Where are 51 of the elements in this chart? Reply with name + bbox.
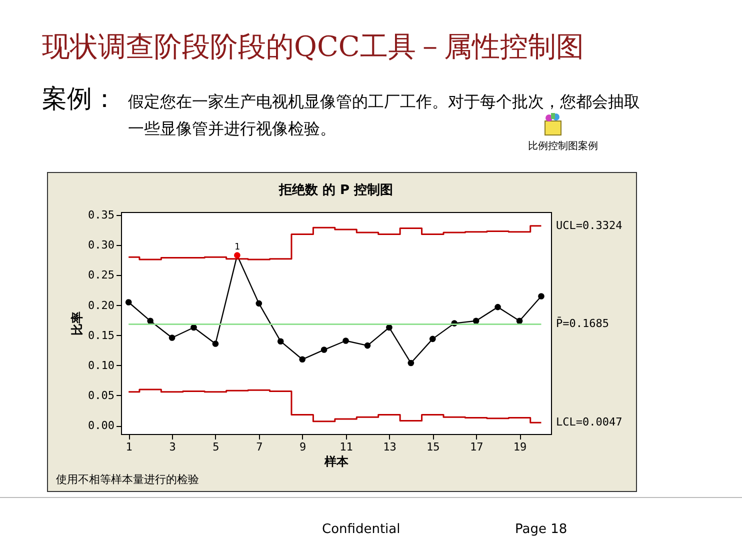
ref-line-label: P̄=0.1685: [556, 316, 609, 330]
y-tick-label: 0.30: [88, 238, 114, 252]
y-tick-label: 0.15: [88, 328, 114, 342]
text: 案例：: [42, 83, 117, 115]
x-tick-label: 15: [426, 440, 440, 454]
point: [234, 252, 240, 258]
y-tick-label: 0.00: [88, 419, 114, 432]
y-axis-title: 比率: [70, 312, 84, 336]
point: [320, 346, 328, 353]
point: [408, 360, 414, 366]
point: [494, 304, 501, 310]
point: [342, 338, 349, 344]
x-tick-label: 5: [212, 440, 220, 454]
series-label: LCL=0.0047: [556, 416, 622, 429]
x-tick-label: 11: [340, 440, 353, 454]
point: [168, 334, 176, 341]
y-tick-label: 0.20: [88, 298, 114, 312]
x-tick-label: 3: [169, 440, 176, 454]
point: [190, 324, 197, 331]
x-tick-label: 1: [126, 440, 132, 454]
x-tick-label: 17: [470, 440, 484, 454]
point: [212, 340, 219, 347]
text: 假定您在一家生产电视机显像管的工厂工作。对于每个批次，您都会抽取一些显像管并进行视像检验。: [128, 91, 641, 140]
point: [516, 318, 523, 324]
x-tick-label: 13: [383, 440, 396, 454]
x-axis-title: 样本: [324, 454, 350, 468]
point: [147, 318, 154, 324]
y-tick-label: 0.25: [88, 268, 114, 282]
point: [472, 318, 480, 324]
point: [125, 299, 132, 306]
point: [299, 356, 306, 363]
annotation: 1: [234, 242, 240, 252]
text: 使用不相等样本量进行的检验: [56, 472, 199, 487]
x-tick-label: 7: [256, 440, 263, 454]
y-tick-label: 0.10: [88, 358, 114, 372]
series-label: UCL=0.3324: [556, 218, 623, 232]
text: 现状调查阶段阶段的QCC工具－属性控制图: [42, 29, 584, 65]
y-tick-label: 0.05: [88, 388, 114, 402]
point: [256, 300, 262, 307]
chart-title: 拒绝数 的 P 控制图: [278, 183, 394, 198]
point: [538, 293, 544, 300]
text: Confidential: [322, 522, 400, 537]
text: 比例控制图案例: [527, 140, 599, 153]
point: [386, 324, 392, 331]
x-tick-label: 9: [300, 440, 306, 454]
text: Page 18: [515, 522, 568, 537]
point: [277, 338, 284, 345]
x-tick-label: 19: [513, 440, 527, 454]
point: [429, 336, 436, 342]
point: [364, 342, 371, 349]
y-tick-label: 0.35: [88, 208, 114, 222]
